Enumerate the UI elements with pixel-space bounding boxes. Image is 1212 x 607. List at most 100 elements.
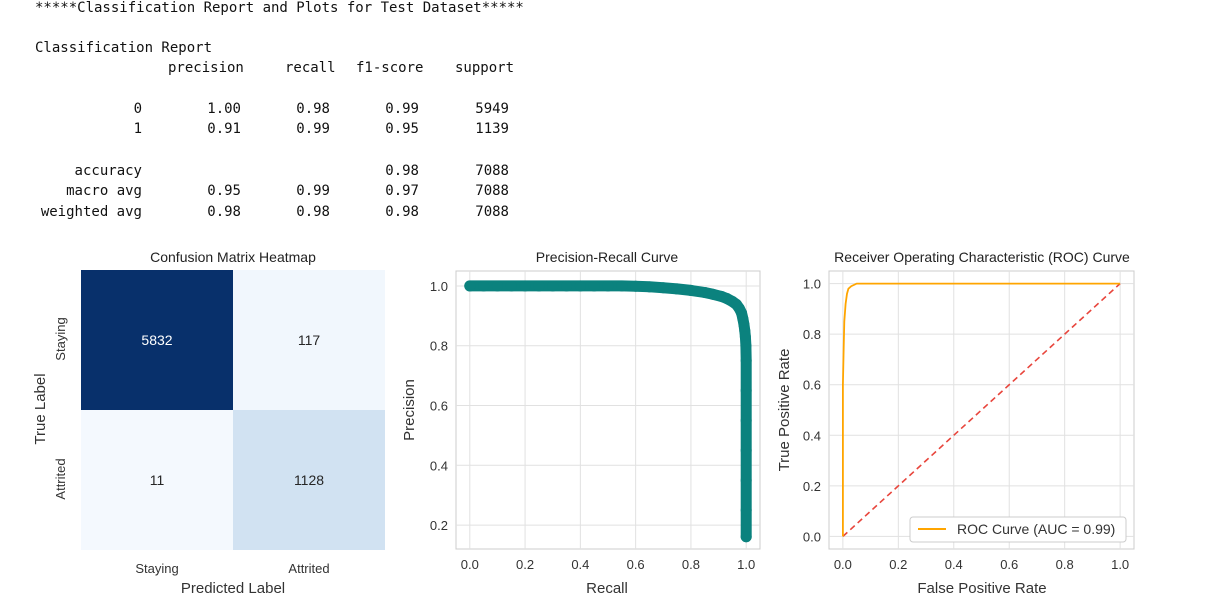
pr-ytick: 1.0 (430, 279, 448, 294)
heatmap-ytick-attrited: Attrited (53, 458, 68, 499)
heatmap-cell-value: 1128 (294, 472, 324, 488)
col-header-precision: precision (168, 60, 244, 76)
roc-xtick: 0.0 (834, 557, 852, 572)
pr-point (740, 340, 752, 352)
report-cell-f1: 0.98 (385, 204, 419, 220)
pr-point (464, 280, 476, 292)
report-cell-f1: 0.98 (385, 163, 419, 179)
pr-point (671, 283, 683, 295)
pr-point (740, 414, 752, 426)
roc-ylabel: True Positive Rate (776, 349, 793, 472)
report-cell-recall: 0.98 (296, 101, 330, 117)
heatmap-cell (81, 270, 233, 410)
report-cell-support: 7088 (475, 204, 509, 220)
col-header-f1-score: f1-score (356, 60, 424, 76)
roc-ytick: 0.0 (803, 529, 821, 544)
pr-point (574, 280, 586, 292)
pr-point (588, 280, 600, 292)
pr-ylabel: Precision (401, 379, 418, 441)
report-cell-precision: 0.98 (207, 204, 241, 220)
col-header-recall: recall (285, 60, 336, 76)
pr-point (616, 280, 628, 292)
pr-point (643, 281, 655, 293)
heatmap-cell (233, 270, 385, 410)
heatmap-cell (233, 410, 385, 550)
pr-point (547, 280, 559, 292)
precision-recall-chart: Precision-Recall Curve 0.0 0.2 0.4 0.6 0.8 1.… (401, 249, 761, 597)
roc-xtick: 0.8 (1056, 557, 1074, 572)
report-cell-support: 7088 (475, 183, 509, 199)
pr-point (740, 355, 752, 367)
roc-curve-line (842, 282, 1121, 537)
pr-xtick: 0.2 (516, 557, 534, 572)
pr-xlabel: Recall (586, 580, 628, 597)
output-header: *****Classification Report and Plots for… (35, 0, 524, 16)
heatmap-ytick-staying: Staying (53, 317, 68, 360)
roc-legend: ROC Curve (AUC = 0.99) (909, 516, 1127, 543)
pr-point (491, 280, 503, 292)
roc-title: Receiver Operating Characteristic (ROC) … (834, 249, 1130, 265)
pr-point (505, 280, 517, 292)
roc-chart: Receiver Operating Characteristic (ROC) … (776, 249, 1135, 597)
col-header-support: support (455, 60, 515, 76)
heatmap-cell-value: 11 (150, 472, 165, 488)
pr-point (740, 385, 752, 397)
pr-point (707, 288, 719, 300)
pr-xtick: 0.8 (682, 557, 700, 572)
heatmap-cell-value: 117 (298, 332, 321, 348)
report-row-label: 1 (133, 121, 142, 137)
report-title: Classification Report (35, 40, 213, 56)
heatmap-xtick-staying: Staying (135, 561, 178, 576)
roc-diagonal-line (842, 283, 1121, 537)
report-row-label: weighted avg (40, 204, 142, 220)
report-cell-recall: 0.99 (296, 121, 330, 137)
report-cell-f1: 0.95 (385, 121, 419, 137)
roc-ytick: 0.8 (803, 327, 821, 342)
pr-ytick: 0.4 (430, 458, 448, 473)
heatmap-cell-value: 5832 (141, 332, 172, 348)
charts-figure: Confusion Matrix Heatmap 5832 117 11 1128 S… (32, 249, 1135, 597)
roc-xlabel: False Positive Rate (917, 580, 1046, 597)
roc-xtick: 0.4 (945, 557, 963, 572)
pr-xtick: 0.6 (627, 557, 645, 572)
pr-point (657, 282, 669, 294)
roc-ytick: 0.6 (803, 378, 821, 393)
pr-point (740, 531, 752, 543)
pr-point (740, 444, 752, 456)
pr-ytick: 0.6 (430, 399, 448, 414)
heatmap-xtick-attrited: Attrited (288, 561, 329, 576)
report-cell-precision: 0.91 (207, 121, 241, 137)
pr-xtick: 0.0 (461, 557, 479, 572)
roc-ytick: 1.0 (803, 277, 821, 292)
report-row-label: macro avg (66, 183, 142, 199)
pr-plot-area (455, 270, 761, 550)
pr-point (602, 280, 614, 292)
report-cell-f1: 0.99 (385, 101, 419, 117)
heatmap-cell (81, 410, 233, 550)
pr-point (519, 280, 531, 292)
roc-legend-box (909, 516, 1127, 543)
report-cell-support: 7088 (475, 163, 509, 179)
roc-legend-label: ROC Curve (AUC = 0.99) (957, 521, 1115, 537)
roc-ytick: 0.4 (803, 428, 821, 443)
pr-title: Precision-Recall Curve (536, 249, 679, 265)
report-row-label: accuracy (74, 163, 142, 179)
roc-ytick: 0.2 (803, 479, 821, 494)
pr-xtick: 1.0 (737, 557, 755, 572)
report-cell-precision: 0.95 (207, 183, 241, 199)
pr-point (740, 504, 752, 516)
report-cell-precision: 1.00 (207, 101, 241, 117)
pr-point (740, 474, 752, 486)
pr-ytick: 0.2 (430, 518, 448, 533)
pr-ytick: 0.8 (430, 339, 448, 354)
confusion-matrix-heatmap: Confusion Matrix Heatmap 5832 117 11 1128 S… (32, 249, 385, 597)
report-cell-recall: 0.98 (296, 204, 330, 220)
pr-point (685, 284, 697, 296)
report-cell-support: 1139 (475, 121, 509, 137)
pr-point (739, 331, 751, 343)
pr-xtick: 0.4 (571, 557, 589, 572)
report-cell-recall: 0.99 (296, 183, 330, 199)
report-row-label: 0 (133, 101, 142, 117)
pr-point (699, 287, 711, 299)
report-cell-f1: 0.97 (385, 183, 419, 199)
